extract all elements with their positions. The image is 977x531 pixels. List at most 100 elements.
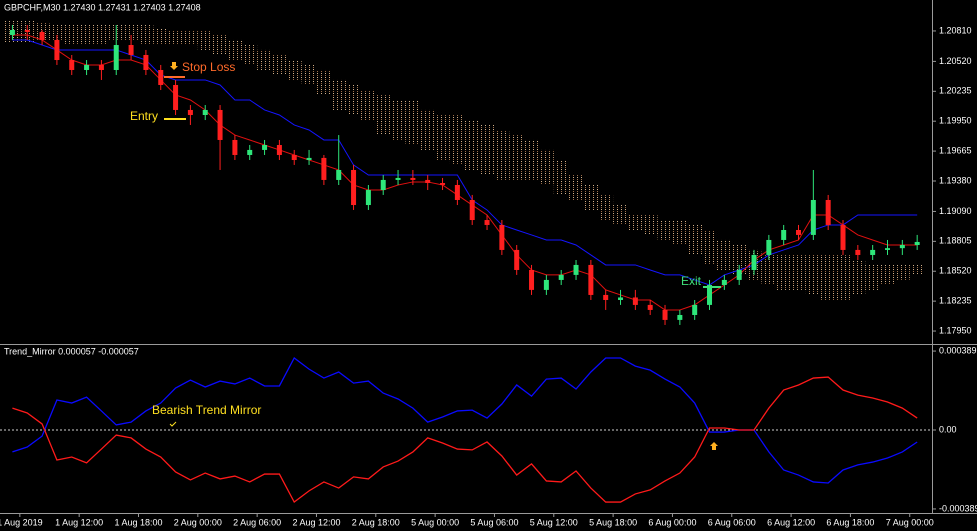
cloud-segment (553, 160, 569, 195)
cloud-segment (880, 264, 895, 285)
y-tick-label: 1.17950 (939, 325, 972, 335)
cloud-segment (375, 94, 391, 136)
candle-body (440, 182, 446, 185)
x-tick-label: 6 Aug 18:00 (826, 517, 874, 527)
candle-body (914, 241, 920, 246)
annotation: Exit (681, 274, 702, 288)
cloud-segment (805, 254, 821, 295)
candle-body (202, 109, 208, 116)
candle-body (69, 60, 75, 70)
cloud-segment (479, 124, 495, 176)
candle-body (751, 254, 757, 270)
candle-body (721, 279, 727, 285)
candle-body (588, 264, 594, 295)
candle-body (351, 169, 357, 206)
cloud-segment (257, 49, 272, 70)
candle-body (306, 157, 312, 161)
candle-body (24, 30, 30, 33)
cloud-segment (271, 54, 287, 76)
candle-body (855, 249, 861, 255)
x-tick-label: 6 Aug 00:00 (648, 517, 696, 527)
candle-body (529, 269, 535, 290)
x-tick-label: 5 Aug 06:00 (470, 517, 518, 527)
candle-body (454, 184, 460, 200)
candle-body (558, 274, 564, 280)
annotation: Bearish Trend Mirror (152, 403, 261, 417)
x-tick-label: 5 Aug 12:00 (530, 517, 578, 527)
cloud-segment (538, 149, 554, 185)
x-tick-label: 2 Aug 12:00 (292, 517, 340, 527)
candle-body (113, 45, 119, 70)
cloud-segment (850, 260, 866, 295)
cloud-segment (909, 264, 925, 275)
cloud-segment (79, 24, 94, 46)
x-tick-label: 2 Aug 06:00 (233, 517, 281, 527)
cloud-segment (360, 90, 376, 121)
y-tick-label: 1.19665 (939, 145, 972, 155)
candle-body (662, 309, 668, 320)
y-tick-label: 0.00 (939, 424, 957, 434)
y-tick-label: 0.000389 (939, 345, 977, 355)
cloud-segment (212, 34, 228, 55)
cloud-segment (642, 214, 658, 235)
cloud-segment (168, 30, 183, 46)
plot-layer: 1.20810 1.20520 1.20235 1.19950 1.19665 1.193… (0, 20, 977, 527)
candle-body (187, 109, 193, 116)
cloud-segment (672, 220, 688, 246)
candle-body (410, 177, 416, 180)
x-tick-label: 1 Aug 12:00 (55, 517, 103, 527)
cloud-segment (286, 60, 302, 80)
candle-body (825, 199, 831, 225)
candle-body (677, 314, 683, 320)
x-tick-label: 2 Aug 18:00 (352, 517, 400, 527)
y-tick-label: 1.20520 (939, 56, 972, 66)
x-tick-label: 2 Aug 00:00 (174, 517, 222, 527)
arrow-icon (710, 442, 718, 450)
candle-body (380, 179, 386, 191)
candle-body (98, 64, 104, 70)
y-tick-label: 1.19950 (939, 116, 972, 126)
candle-body (158, 69, 164, 85)
candle-body (692, 304, 698, 315)
candle-body (603, 294, 609, 300)
candle-body (810, 199, 816, 235)
candle-body (143, 54, 149, 70)
cloud-segment (346, 84, 361, 116)
cloud-segment (835, 254, 851, 300)
cloud-segment (449, 115, 465, 165)
candle-body (499, 224, 505, 250)
cloud-segment (583, 184, 599, 210)
cloud-segment (598, 194, 614, 221)
cloud-segment (153, 28, 169, 46)
candle-body (173, 84, 179, 110)
x-tick-label: 1 Aug 2019 (0, 517, 43, 527)
cloud-segment (865, 264, 881, 290)
cloud-segment (435, 115, 450, 161)
candle-body (9, 30, 15, 35)
cloud-segment (687, 224, 703, 255)
series-line (12, 356, 918, 484)
cloud-segment (316, 69, 332, 95)
candle-body (484, 220, 490, 225)
x-tick-label: 1 Aug 18:00 (114, 517, 162, 527)
cloud-segment (820, 254, 836, 300)
x-tick-label: 7 Aug 00:00 (886, 517, 934, 527)
cloud-segment (776, 254, 792, 290)
cloud-segment (93, 24, 109, 46)
indicator-title: Trend_Mirror 0.000057 -0.000057 (4, 346, 139, 356)
candle-body (632, 297, 638, 305)
candle-body (573, 264, 579, 275)
candle-body (840, 224, 846, 250)
y-tick-label: 1.19380 (939, 175, 972, 185)
cloud-segment (197, 30, 213, 50)
candle-body (425, 179, 431, 183)
candle-body (232, 139, 238, 155)
cloud-segment (464, 120, 480, 170)
candle-body (781, 229, 787, 240)
cloud-segment (731, 245, 747, 275)
annotation: Stop Loss (182, 60, 235, 74)
cloud-segment (613, 205, 628, 225)
cloud-segment (509, 135, 525, 180)
candle-body (291, 154, 297, 161)
cloud-segment (657, 220, 673, 240)
